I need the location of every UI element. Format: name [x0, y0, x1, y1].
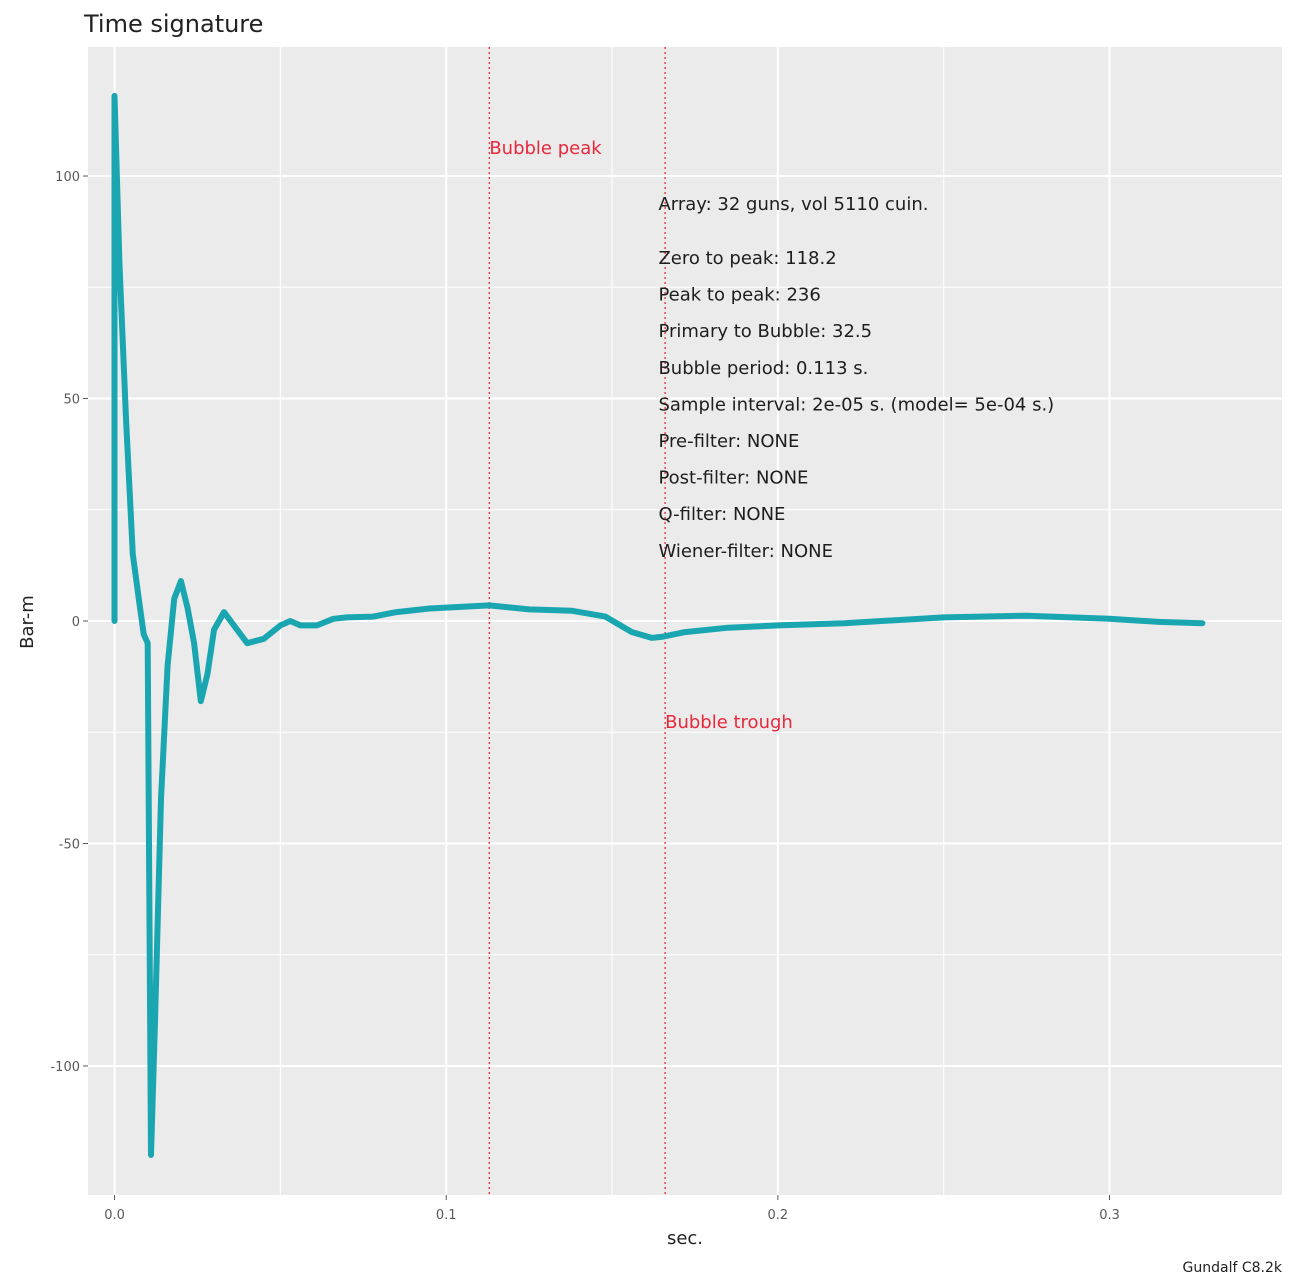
marker-label: Bubble peak: [489, 138, 602, 159]
y-tick-label: 0: [72, 615, 80, 630]
credit-label: Gundalf C8.2k: [1183, 1260, 1283, 1276]
chart-title: Time signature: [83, 10, 263, 38]
annotation-line: Primary to Bubble: 32.5: [658, 321, 872, 342]
x-tick-label: 0.2: [768, 1208, 789, 1223]
y-axis: 100 50 0 -50 -100: [50, 170, 88, 1075]
annotation-line: Q-filter: NONE: [658, 504, 785, 525]
x-axis: 0.0 0.1 0.2 0.3: [104, 1195, 1120, 1223]
y-axis-title: Bar-m: [17, 595, 38, 649]
annotation-line: Sample interval: 2e-05 s. (model= 5e-04 …: [658, 394, 1054, 415]
annotation-line: Post-filter: NONE: [658, 468, 808, 489]
marker-label: Bubble trough: [665, 712, 793, 733]
y-tick-label: -100: [50, 1060, 80, 1075]
annotation-line: Array: 32 guns, vol 5110 cuin.: [658, 194, 928, 215]
annotation-line: Zero to peak: 118.2: [658, 248, 836, 269]
series-line: [111, 92, 1206, 1158]
annotation-line: Wiener-filter: NONE: [658, 541, 833, 562]
grid-major: [88, 47, 1282, 1195]
annotation-line: Pre-filter: NONE: [658, 431, 799, 452]
x-tick-label: 0.0: [104, 1208, 125, 1223]
y-tick-label: 100: [55, 170, 80, 185]
annotation-block: Array: 32 guns, vol 5110 cuin. Zero to pe…: [658, 194, 1054, 562]
x-tick-label: 0.1: [436, 1208, 457, 1223]
annotation-line: Peak to peak: 236: [658, 285, 820, 306]
marker-labels: Bubble peak Bubble trough: [489, 138, 793, 733]
annotation-line: Bubble period: 0.113 s.: [658, 358, 868, 379]
x-axis-title: sec.: [667, 1228, 703, 1249]
x-tick-label: 0.3: [1099, 1208, 1120, 1223]
y-tick-label: -50: [59, 837, 80, 852]
y-tick-label: 50: [63, 393, 80, 408]
marker-lines: [488, 47, 666, 1195]
